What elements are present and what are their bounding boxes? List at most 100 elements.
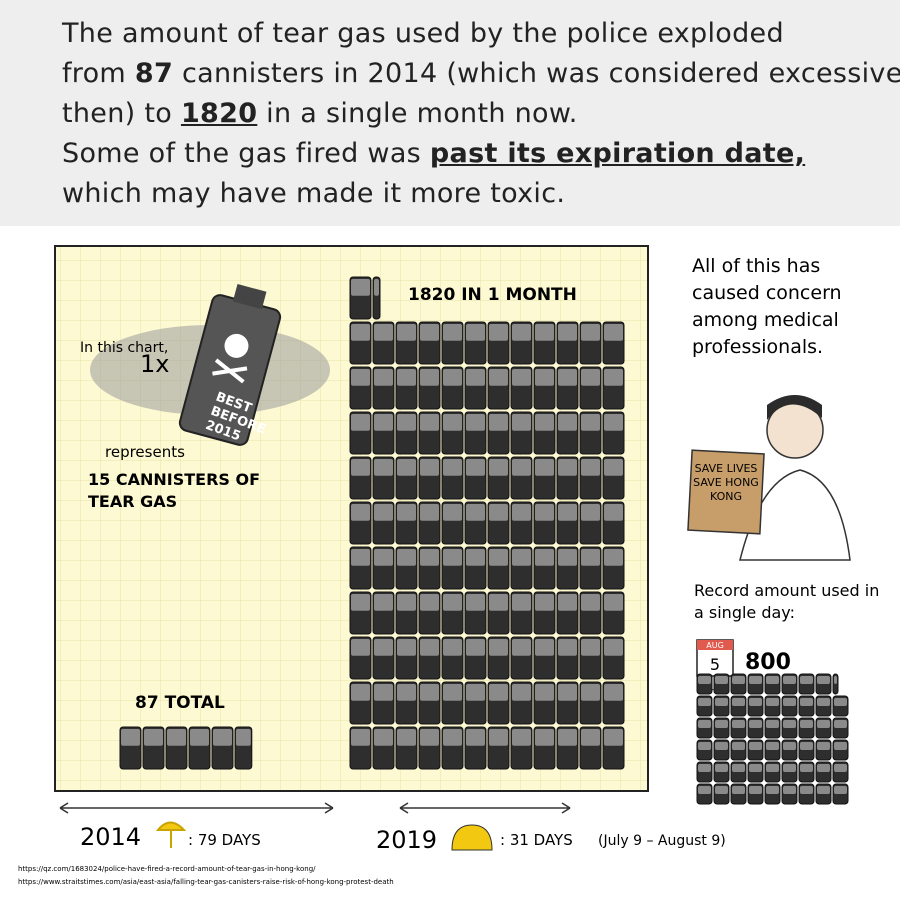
- calendar-header: [697, 640, 733, 650]
- canister-top: [512, 549, 531, 566]
- header-text: in a single month now.: [257, 98, 578, 129]
- header-text: 1820: [180, 98, 258, 129]
- canister-top: [766, 698, 779, 706]
- canister-icon: [781, 739, 798, 761]
- canister-icon: [441, 726, 464, 770]
- canister-icon: [441, 636, 464, 680]
- canister-top: [800, 764, 813, 772]
- canister-icon: [747, 695, 764, 717]
- canister-icon: [349, 276, 372, 320]
- canister-top: [800, 676, 813, 684]
- canister-icon: [781, 695, 798, 717]
- canister-top: [535, 459, 554, 476]
- canister-top: [604, 504, 623, 521]
- canister-top: [558, 504, 577, 521]
- canister-icon: [510, 726, 533, 770]
- canister-top: [489, 549, 508, 566]
- canister-icon: [395, 546, 418, 590]
- canister-top: [374, 594, 393, 611]
- canister-top: [512, 729, 531, 746]
- header-line: which may have made it more toxic.: [62, 178, 565, 209]
- canister-top: [783, 698, 796, 706]
- canister-icon: [418, 411, 441, 455]
- canister-icon: [349, 411, 372, 455]
- canister-top: [535, 594, 554, 611]
- canister-icon: [602, 636, 625, 680]
- canister-top: [351, 549, 370, 566]
- canister-icon: [798, 695, 815, 717]
- canister-icon: [464, 366, 487, 410]
- record-label: Record amount used in a single day:: [694, 581, 879, 622]
- canister-top: [466, 729, 485, 746]
- canister-top: [167, 729, 186, 746]
- canister-top: [800, 786, 813, 794]
- canister-top: [489, 504, 508, 521]
- legend-unit: 15 CANNISTERS OF TEAR GAS: [88, 470, 260, 511]
- canister-top: [351, 459, 370, 476]
- canister-top: [732, 720, 745, 728]
- canister-icon: [764, 761, 781, 783]
- canister-icon: [579, 591, 602, 635]
- canister-icon: [395, 681, 418, 725]
- canister-top: [351, 324, 370, 341]
- canister-icon: [487, 321, 510, 365]
- canister-icon: [832, 739, 849, 761]
- canister-icon: [395, 366, 418, 410]
- canister-icon: [464, 591, 487, 635]
- side-note: All of this has caused concern among medic…: [692, 255, 842, 358]
- canister-icon: [349, 681, 372, 725]
- canister-top: [817, 676, 830, 684]
- canister-icon: [418, 591, 441, 635]
- canister-icon: [119, 726, 142, 770]
- header-text: 87: [134, 58, 174, 89]
- canister-top: [698, 786, 711, 794]
- canister-icon: [764, 673, 781, 695]
- canister-icon: [602, 681, 625, 725]
- canister-icon: [602, 411, 625, 455]
- canister-top: [420, 729, 439, 746]
- canister-icon: [372, 366, 395, 410]
- canister-icon: [418, 726, 441, 770]
- canister-top: [466, 684, 485, 701]
- canister-icon: [556, 591, 579, 635]
- canister-top: [466, 504, 485, 521]
- canister-icon: [798, 673, 815, 695]
- legend-count: 1x: [140, 350, 169, 378]
- canister-icon: [713, 761, 730, 783]
- calendar-day: 5: [710, 655, 720, 674]
- canister-top: [466, 594, 485, 611]
- canister-top: [558, 729, 577, 746]
- canister-top: [698, 676, 711, 684]
- canister-top: [420, 549, 439, 566]
- calendar-month: AUG: [706, 641, 724, 650]
- canister-top: [443, 729, 462, 746]
- canister-icon: [533, 681, 556, 725]
- canister-icon: [441, 411, 464, 455]
- canister-top: [834, 720, 847, 728]
- canister-icon: [372, 681, 395, 725]
- canister-top: [512, 504, 531, 521]
- canister-top: [535, 504, 554, 521]
- canister-icon: [533, 546, 556, 590]
- canister-icon: [781, 717, 798, 739]
- canister-icon: [602, 591, 625, 635]
- canister-icon: [372, 411, 395, 455]
- canister-top: [535, 729, 554, 746]
- canister-icon: [372, 501, 395, 545]
- canister-top: [144, 729, 163, 746]
- header-text: which may have made it more toxic.: [62, 178, 566, 209]
- canister-top: [535, 414, 554, 431]
- canister-top: [374, 369, 393, 386]
- canister-top: [581, 459, 600, 476]
- canister-top: [749, 742, 762, 750]
- canister-top: [443, 369, 462, 386]
- canister-top: [443, 324, 462, 341]
- canister-icon: [349, 456, 372, 500]
- canister-top: [749, 676, 762, 684]
- canister-icon: [487, 501, 510, 545]
- canister-top: [783, 720, 796, 728]
- canister-top: [766, 720, 779, 728]
- canister-top: [783, 786, 796, 794]
- canister-top: [512, 459, 531, 476]
